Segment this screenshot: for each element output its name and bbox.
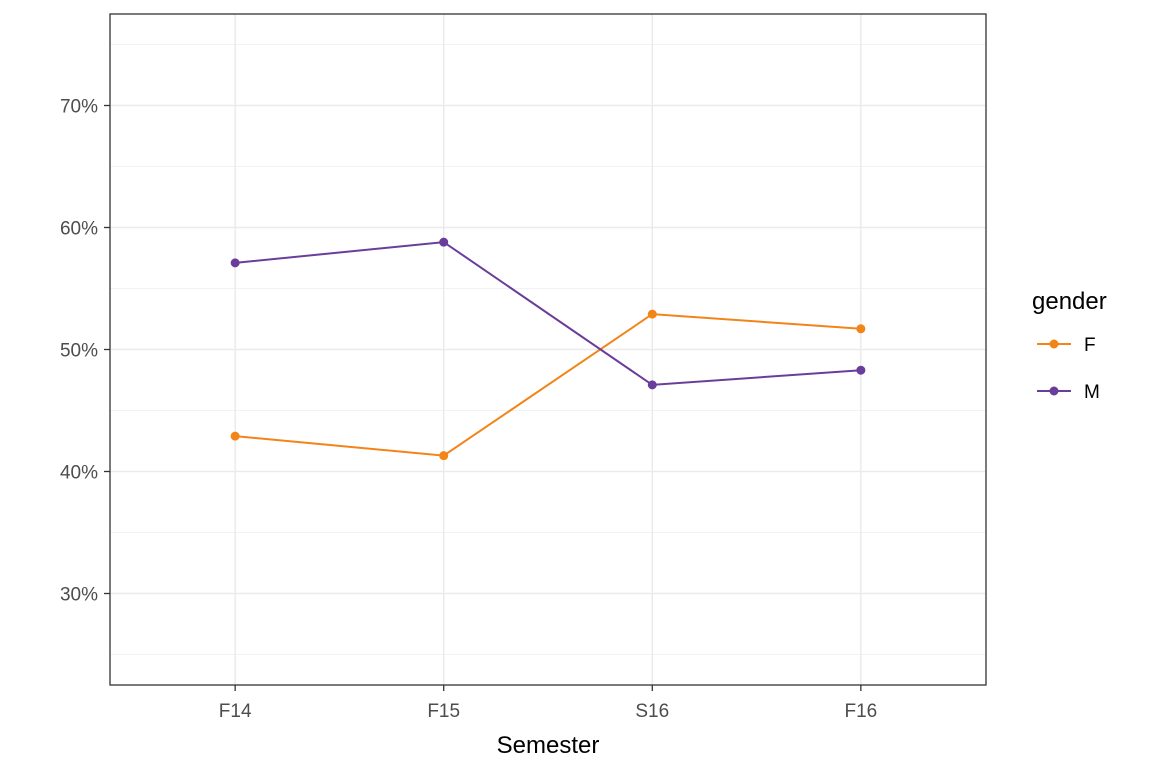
- y-tick-label: 60%: [60, 219, 98, 240]
- legend-label: F: [1084, 335, 1096, 356]
- x-tick-label: S16: [635, 701, 669, 722]
- major-gridlines: [110, 14, 986, 685]
- data-point-m: [856, 365, 866, 375]
- legend-item-m: M: [1037, 382, 1100, 403]
- data-point-f: [856, 324, 866, 334]
- series-line-m: [235, 241, 861, 386]
- x-tick-label: F16: [844, 701, 877, 722]
- legend-key-point: [1049, 386, 1059, 396]
- data-point-f: [230, 431, 240, 441]
- x-tick-label: F14: [219, 701, 252, 722]
- data-point-f: [647, 309, 657, 319]
- minor-gridlines: [110, 44, 986, 655]
- data-point-m: [230, 258, 240, 268]
- y-tick-label: 70%: [60, 97, 98, 118]
- series-line-f: [235, 313, 861, 457]
- legend: gender F M: [1032, 288, 1107, 403]
- y-tick-label: 40%: [60, 463, 98, 484]
- legend-key-point: [1049, 339, 1059, 349]
- y-axis: 30% 40% 50% 60% 70%: [60, 97, 110, 606]
- legend-item-f: F: [1037, 335, 1096, 356]
- x-axis: F14 F15 S16 F16: [219, 685, 877, 722]
- y-tick-label: 30%: [60, 585, 98, 606]
- series-layer: [230, 237, 866, 461]
- y-tick-label: 50%: [60, 341, 98, 362]
- legend-label: M: [1084, 382, 1100, 403]
- data-point-f: [439, 451, 449, 461]
- data-point-m: [647, 380, 657, 390]
- x-axis-title: Semester: [497, 732, 600, 759]
- legend-title: gender: [1032, 288, 1107, 315]
- data-point-m: [439, 237, 449, 247]
- x-tick-label: F15: [427, 701, 460, 722]
